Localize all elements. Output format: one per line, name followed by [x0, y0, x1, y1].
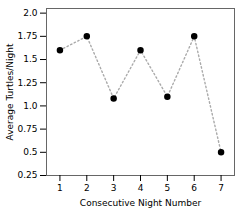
svg-text:1.25: 1.25: [17, 78, 37, 88]
svg-text:5: 5: [164, 183, 170, 193]
svg-text:4: 4: [138, 183, 144, 193]
svg-text:6: 6: [191, 183, 197, 193]
svg-text:7: 7: [218, 183, 224, 193]
svg-text:3: 3: [111, 183, 117, 193]
svg-text:1: 1: [57, 183, 63, 193]
svg-text:1.5: 1.5: [23, 54, 37, 64]
svg-text:2.0: 2.0: [23, 8, 38, 18]
svg-text:1.0: 1.0: [23, 101, 38, 111]
svg-text:Average Turtles/Night: Average Turtles/Night: [5, 43, 15, 140]
svg-text:0.25: 0.25: [17, 170, 37, 180]
svg-text:0.75: 0.75: [17, 124, 37, 134]
svg-text:Consecutive Night Number: Consecutive Night Number: [80, 198, 202, 208]
svg-text:1.75: 1.75: [17, 31, 37, 41]
svg-text:0.5: 0.5: [23, 147, 37, 157]
svg-text:2: 2: [84, 183, 90, 193]
